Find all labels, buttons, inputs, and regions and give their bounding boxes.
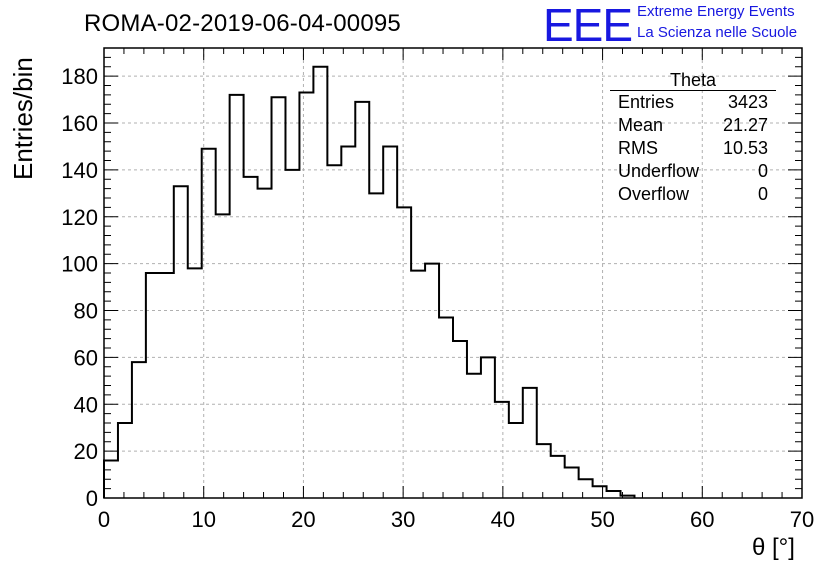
- x-tick-label: 60: [690, 507, 714, 532]
- y-tick-label: 100: [61, 252, 98, 277]
- histogram-bin: [537, 444, 551, 498]
- run-title: ROMA-02-2019-06-04-00095: [84, 10, 401, 37]
- histogram-bin: [244, 177, 258, 498]
- stats-row-entries: Entries 3423: [610, 91, 776, 114]
- histogram-bin: [174, 186, 188, 498]
- x-tick-label: 20: [291, 507, 315, 532]
- histogram-bin: [369, 193, 383, 498]
- stats-row-mean: Mean 21.27: [610, 114, 776, 137]
- stats-key: Overflow: [618, 184, 690, 204]
- histogram-bin: [481, 357, 495, 498]
- y-tick-label: 180: [61, 64, 98, 89]
- histogram-bin: [439, 318, 453, 498]
- histogram-bin: [258, 189, 272, 498]
- stats-row-rms: RMS 10.53: [610, 137, 776, 160]
- histogram-bin: [160, 273, 174, 498]
- y-tick-label: 60: [74, 345, 98, 370]
- histogram-bin: [230, 95, 244, 498]
- histogram-bin: [272, 97, 286, 498]
- eee-logo: EEE: [543, 0, 633, 51]
- stats-key: Entries: [618, 92, 675, 112]
- y-tick-label: 120: [61, 205, 98, 230]
- histogram-bin: [509, 423, 523, 498]
- histogram-bin: [299, 93, 313, 498]
- x-tick-label: 50: [590, 507, 614, 532]
- stats-row-overflow: Overflow 0: [610, 183, 776, 206]
- histogram-bin: [341, 146, 355, 498]
- histogram-bin: [593, 486, 607, 498]
- histogram-outline: [103, 65, 636, 498]
- stats-key: Underflow: [618, 161, 700, 181]
- histogram-bin: [607, 491, 621, 498]
- x-tick-label: 70: [790, 507, 814, 532]
- y-tick-label: 40: [74, 392, 98, 417]
- histogram-bin: [327, 165, 341, 498]
- histogram-bin: [523, 388, 537, 498]
- y-tick-label: 160: [61, 111, 98, 136]
- x-tick-label: 10: [191, 507, 215, 532]
- x-tick-label: 0: [98, 507, 110, 532]
- grid-lines: [104, 48, 802, 498]
- stats-value: 21.27: [722, 115, 768, 135]
- histogram-bin: [313, 67, 327, 498]
- stats-value: 3423: [727, 92, 768, 112]
- histogram-series: [103, 65, 636, 498]
- x-axis-label: θ [°]: [752, 534, 795, 561]
- stats-key: Mean: [618, 115, 664, 135]
- x-tick-label: 40: [491, 507, 515, 532]
- histogram-bin: [579, 479, 593, 498]
- histogram-bin: [425, 264, 439, 498]
- axis-ticks: [103, 47, 803, 499]
- histogram-bin: [495, 402, 509, 498]
- stats-value: 0: [757, 161, 768, 181]
- logo-subtitle-line1: Extreme Energy Events: [637, 3, 795, 20]
- histogram-bin: [467, 374, 481, 498]
- stats-value: 10.53: [722, 138, 768, 158]
- y-tick-label: 140: [61, 158, 98, 183]
- stats-key: RMS: [618, 138, 658, 158]
- histogram-bin: [551, 456, 565, 498]
- logo-subtitle-line2: La Scienza nelle Scuole: [637, 24, 798, 41]
- tick-labels: 0 10 20 30 40 50 60 70 0 20 40 60 80 100 120 140 160 180: [61, 64, 814, 532]
- y-tick-label: 80: [74, 299, 98, 324]
- y-tick-label: 20: [74, 439, 98, 464]
- histogram-bin: [188, 268, 202, 498]
- histogram-bin: [216, 214, 230, 498]
- histogram-bin: [453, 341, 467, 498]
- histogram-bin: [118, 423, 132, 498]
- histogram-bin: [202, 149, 216, 498]
- stats-title: Theta: [610, 70, 776, 91]
- stats-row-underflow: Underflow 0: [610, 160, 776, 183]
- histogram-bin: [397, 207, 411, 498]
- y-tick-label: 0: [86, 486, 98, 511]
- histogram-bin: [383, 146, 397, 498]
- histogram-bin: [565, 468, 579, 498]
- histogram-bin: [146, 273, 160, 498]
- histogram-bin: [132, 362, 146, 498]
- x-tick-label: 30: [391, 507, 415, 532]
- histogram-bin: [355, 102, 369, 498]
- histogram-bin: [411, 271, 425, 498]
- y-axis-label: Entries/bin: [8, 57, 38, 180]
- histogram-bin: [285, 170, 299, 498]
- stats-value: 0: [757, 184, 768, 204]
- stats-box: Theta Entries 3423 Mean 21.27 RMS 10.53 …: [610, 70, 776, 206]
